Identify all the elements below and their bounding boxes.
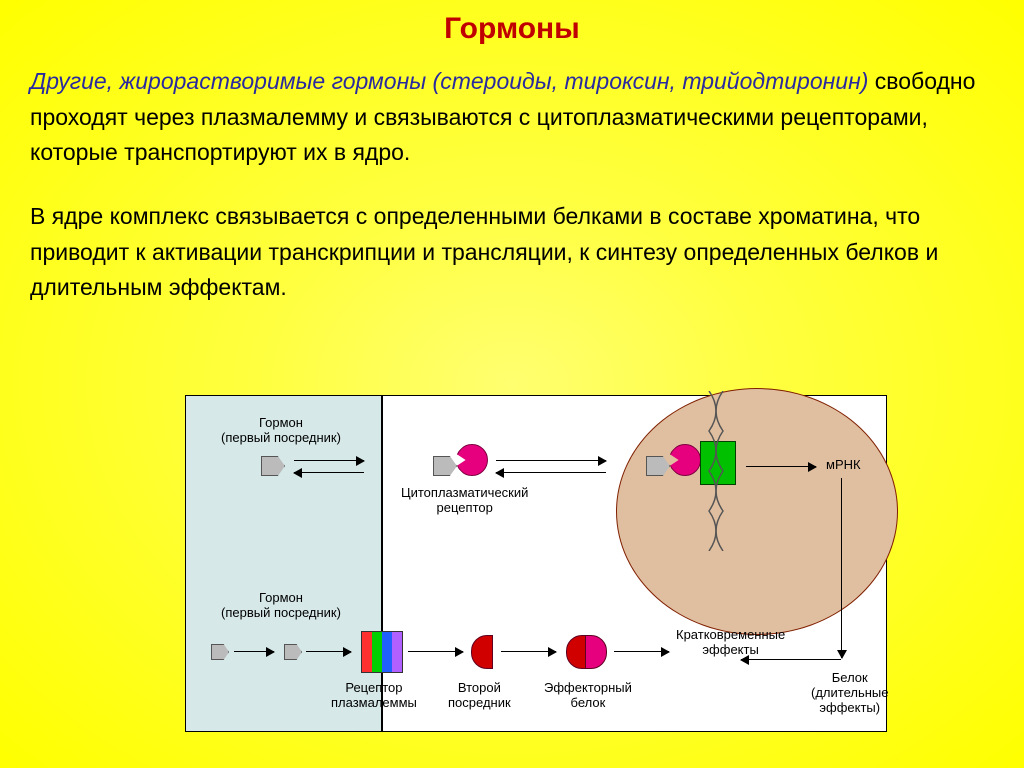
effector-right-icon [585,635,607,669]
label-hormone-lower: Гормон(первый посредник) [221,591,341,621]
label-second-messenger: Второйпосредник [448,681,511,711]
label-short-effects: Кратковременныеэффекты [676,628,785,658]
hormone-icon [433,456,457,476]
dna-helix-icon [706,391,726,551]
paragraph-1: Другие, жирорастворимые гормоны (стероид… [30,64,994,171]
arrow-icon [501,651,556,652]
label-membrane-receptor: Рецепторплазмалеммы [331,681,417,711]
label-protein: Белок(длительныеэффекты) [811,671,888,716]
arrow-icon [306,651,351,652]
arrow-icon [234,651,274,652]
slide: Гормоны Другие, жирорастворимые гормоны … [0,0,1024,768]
arrow-icon [408,651,463,652]
second-messenger-icon [471,635,493,669]
label-cyto-receptor: Цитоплазматическийрецептор [401,486,528,516]
arrow-icon [841,478,842,658]
emphasis-text: Другие, жирорастворимые гормоны (стероид… [30,68,868,94]
nucleus [616,388,898,635]
paragraph-2: В ядре комплекс связывается с определенн… [30,199,994,306]
label-hormone-upper: Гормон(первый посредник) [221,416,341,446]
cyto-receptor-icon [456,444,488,476]
label-mrna: мРНК [826,458,861,473]
membrane-receptor-icon [361,631,403,673]
arrow-icon [746,466,816,467]
arrow-icon [741,659,841,660]
arrow-icon [294,472,364,473]
page-title: Гормоны [30,12,994,46]
arrow-icon [294,460,364,461]
arrow-icon [614,651,669,652]
hormone-diagram: Гормон(первый посредник) Цитоплазматичес… [185,395,887,732]
arrow-icon [496,472,606,473]
label-effector: Эффекторныйбелок [544,681,632,711]
arrow-icon [496,460,606,461]
